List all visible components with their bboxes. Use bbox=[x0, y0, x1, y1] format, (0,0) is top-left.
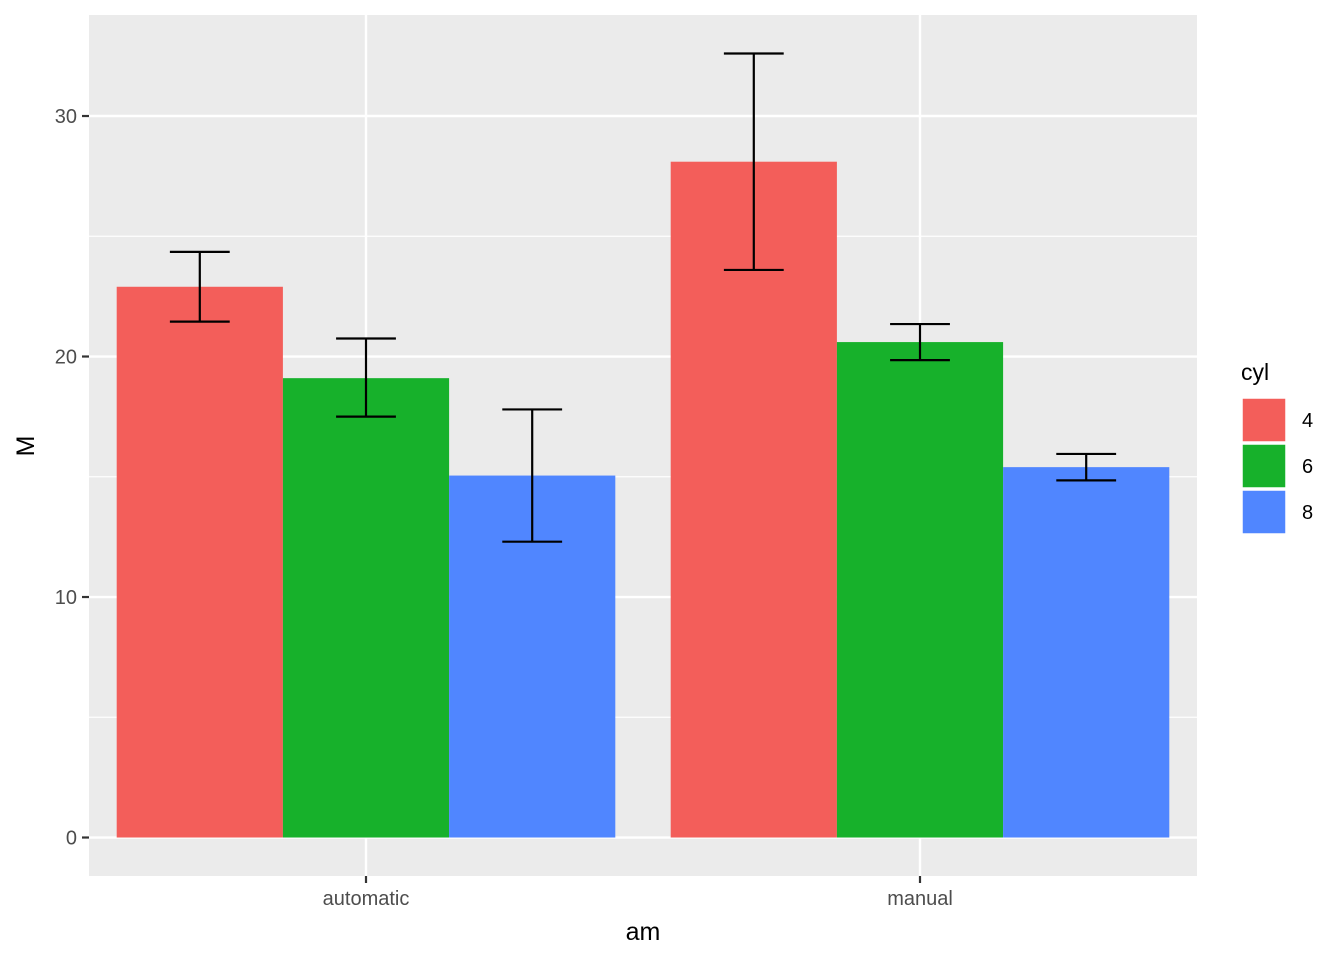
bar-automatic-cyl-6 bbox=[282, 378, 450, 838]
y-axis-title: M bbox=[12, 436, 40, 457]
error-bar-manual-cyl-6 bbox=[890, 322, 950, 362]
x-axis-title: am bbox=[626, 918, 661, 946]
legend: cyl 4 6 8 bbox=[1241, 359, 1313, 535]
error-bars bbox=[169, 52, 1117, 543]
y-tick-label: 20 bbox=[55, 347, 77, 369]
x-tick-label: automatic bbox=[323, 888, 410, 910]
y-tick-label: 10 bbox=[55, 587, 77, 609]
x-axis: automatic manual bbox=[323, 876, 953, 910]
legend-label-8: 8 bbox=[1302, 502, 1313, 524]
bar-manual-cyl-4 bbox=[670, 161, 837, 838]
x-tick-label: manual bbox=[887, 888, 953, 910]
bar-automatic-cyl-4 bbox=[116, 286, 283, 838]
legend-key-8 bbox=[1241, 489, 1287, 535]
error-bar-manual-cyl-4 bbox=[723, 52, 784, 272]
y-axis: 0 10 20 30 bbox=[55, 106, 89, 850]
legend-key-4 bbox=[1241, 397, 1287, 443]
error-bar-automatic-cyl-6 bbox=[336, 337, 396, 418]
bar-manual-cyl-6 bbox=[836, 342, 1004, 838]
legend-label-6: 6 bbox=[1302, 456, 1313, 478]
legend-key-6 bbox=[1241, 443, 1287, 489]
legend-label-4: 4 bbox=[1302, 410, 1313, 432]
legend-title: cyl bbox=[1241, 359, 1269, 385]
bar-manual-cyl-8 bbox=[1003, 467, 1170, 838]
bars bbox=[116, 161, 1170, 838]
y-tick-label: 0 bbox=[66, 828, 77, 850]
error-bar-automatic-cyl-4 bbox=[169, 250, 230, 323]
error-bar-automatic-cyl-8 bbox=[502, 408, 563, 543]
error-bar-manual-cyl-8 bbox=[1056, 452, 1117, 482]
y-tick-label: 30 bbox=[55, 106, 77, 128]
